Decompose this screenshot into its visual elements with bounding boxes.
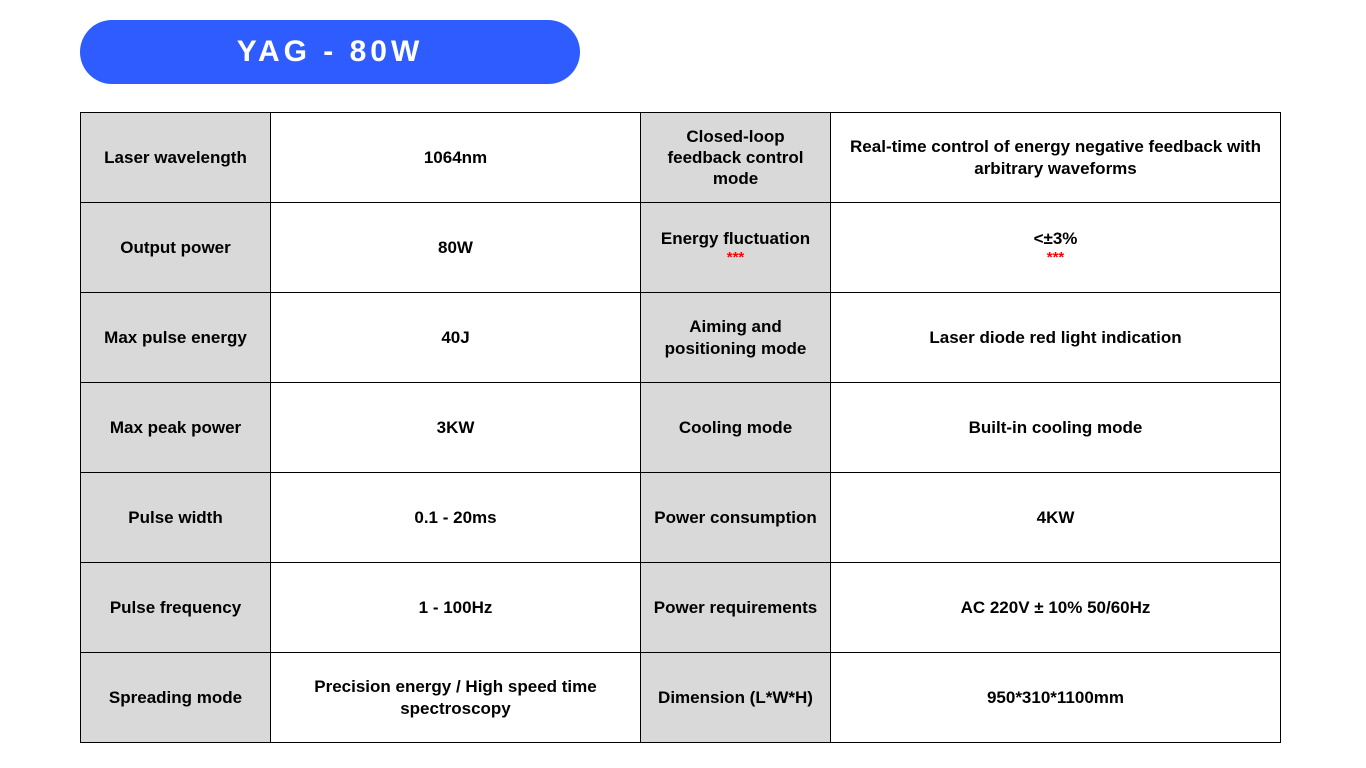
table-row: Max peak power3KW Cooling mode Built-in co…	[81, 383, 1281, 473]
spec-label-right-text: Dimension (L*W*H)	[651, 687, 820, 708]
star-icon: ***	[651, 249, 820, 268]
spec-label-right: Power requirements	[641, 563, 831, 653]
spec-value-right-text: Laser diode red light indication	[841, 327, 1270, 348]
spec-label-right-text: Aiming and positioning mode	[651, 316, 820, 359]
spec-value-right-text: Built-in cooling mode	[841, 417, 1270, 438]
spec-label-right: Closed-loop feedback control mode	[641, 113, 831, 203]
spec-value-right-text: AC 220V ± 10% 50/60Hz	[841, 597, 1270, 618]
spec-value-right: 4KW	[831, 473, 1281, 563]
spec-value-right-text: <±3%	[841, 228, 1270, 249]
spec-label-left: Output power	[81, 203, 271, 293]
spec-value-left: 1 - 100Hz	[271, 563, 641, 653]
table-row: Pulse width0.1 - 20ms Power consumption 4K…	[81, 473, 1281, 563]
spec-value-right: <±3%***	[831, 203, 1281, 293]
spec-value-left: 40J	[271, 293, 641, 383]
spec-value-right-text: 4KW	[841, 507, 1270, 528]
star-icon: ***	[841, 249, 1270, 268]
spec-table: Laser wavelength1064nmClosed-loop feedba…	[80, 112, 1281, 743]
spec-label-right: Cooling mode	[641, 383, 831, 473]
spec-value-right-text: 950*310*1100mm	[841, 687, 1270, 708]
spec-label-right-text: Power requirements	[651, 597, 820, 618]
spec-value-right: AC 220V ± 10% 50/60Hz	[831, 563, 1281, 653]
spec-value-left: 0.1 - 20ms	[271, 473, 641, 563]
title-pill: YAG - 80W	[80, 20, 580, 84]
spec-label-right-text: Closed-loop feedback control mode	[651, 126, 820, 190]
spec-label-right-text: Cooling mode	[651, 417, 820, 438]
spec-label-left: Laser wavelength	[81, 113, 271, 203]
spec-label-right-text: Power consumption	[651, 507, 820, 528]
spec-value-right-text: Real-time control of energy negative fee…	[841, 136, 1270, 179]
spec-label-left: Pulse width	[81, 473, 271, 563]
spec-label-left: Max peak power	[81, 383, 271, 473]
title-text: YAG - 80W	[237, 35, 424, 69]
spec-label-right: Power consumption	[641, 473, 831, 563]
table-row: Max pulse energy40JAiming and positionin…	[81, 293, 1281, 383]
spec-label-right: Aiming and positioning mode	[641, 293, 831, 383]
table-row: Pulse frequency1 - 100Hz Power requiremen…	[81, 563, 1281, 653]
spec-tbody: Laser wavelength1064nmClosed-loop feedba…	[81, 113, 1281, 743]
spec-label-left: Pulse frequency	[81, 563, 271, 653]
spec-value-right: 950*310*1100mm	[831, 653, 1281, 743]
spec-value-left: 3KW	[271, 383, 641, 473]
table-row: Spreading modePrecision energy / High sp…	[81, 653, 1281, 743]
spec-label-right: Dimension (L*W*H)	[641, 653, 831, 743]
spec-value-left: 80W	[271, 203, 641, 293]
spec-label-right: Energy fluctuation***	[641, 203, 831, 293]
spec-value-left: Precision energy / High speed time spect…	[271, 653, 641, 743]
spec-value-left: 1064nm	[271, 113, 641, 203]
spec-value-right: Laser diode red light indication	[831, 293, 1281, 383]
spec-value-right: Built-in cooling mode	[831, 383, 1281, 473]
spec-label-left: Max pulse energy	[81, 293, 271, 383]
spec-label-right-text: Energy fluctuation	[651, 228, 820, 249]
table-row: Output power80WEnergy fluctuation***<±3%…	[81, 203, 1281, 293]
spec-label-left: Spreading mode	[81, 653, 271, 743]
spec-value-right: Real-time control of energy negative fee…	[831, 113, 1281, 203]
table-row: Laser wavelength1064nmClosed-loop feedba…	[81, 113, 1281, 203]
